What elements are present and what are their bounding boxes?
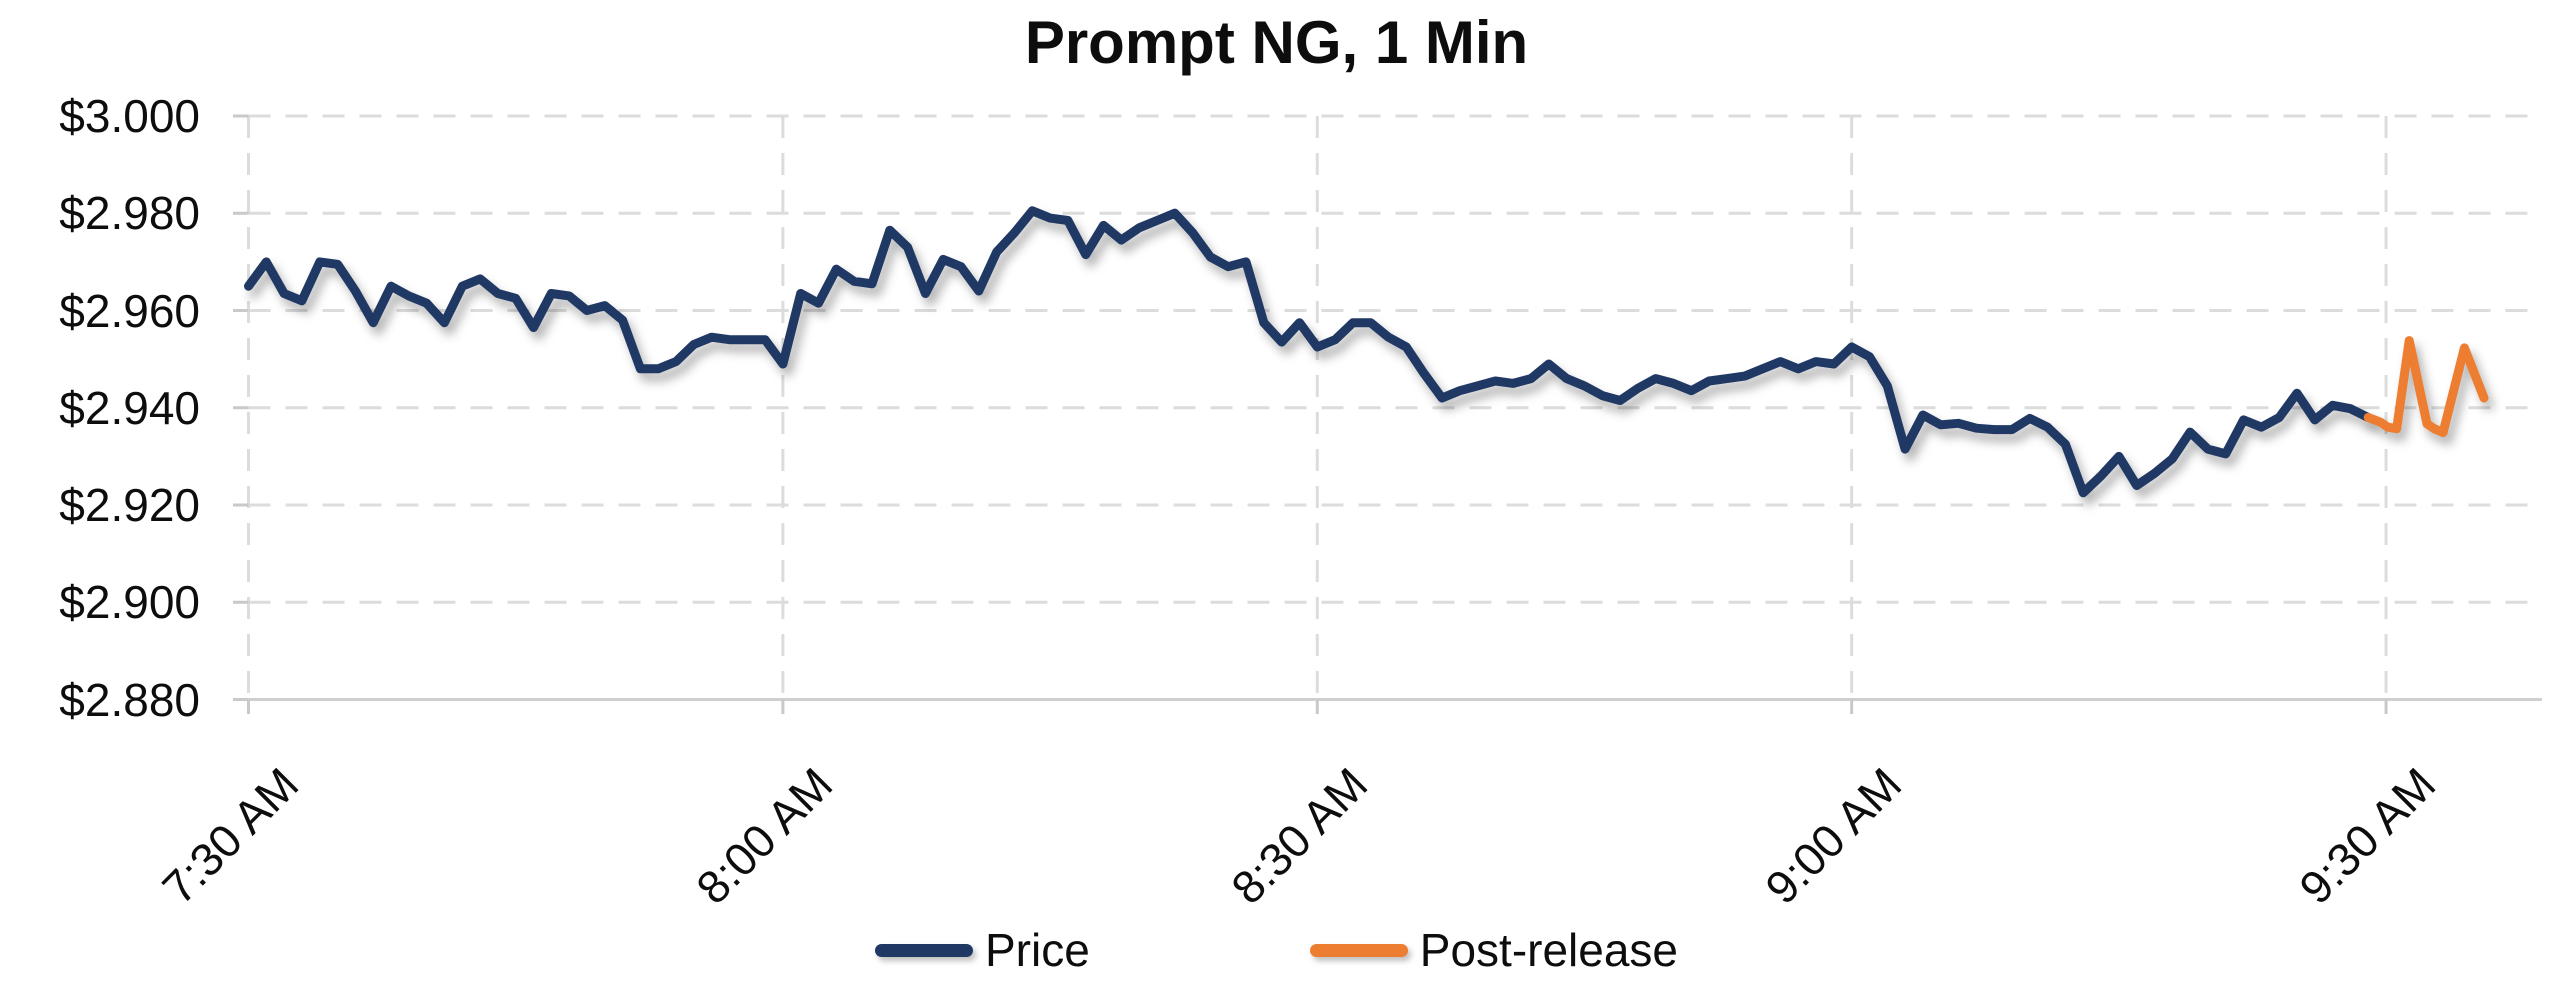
axis-ticks <box>233 114 2388 714</box>
legend-swatch-post-release-line <box>1309 943 1408 957</box>
legend-item-price: Price <box>874 920 1090 980</box>
y-axis-label: $2.920 <box>59 479 200 531</box>
post-release-line-series <box>2363 336 2489 437</box>
chart-title: Prompt NG, 1 Min <box>1024 9 1529 76</box>
y-axis-label: $2.960 <box>59 284 200 337</box>
y-axis-label: $2.940 <box>59 381 200 434</box>
legend: Price Post-release <box>0 920 2553 980</box>
y-axis-label: $3.000 <box>59 90 200 142</box>
price-line-series <box>244 206 2373 498</box>
y-axis-label: $2.980 <box>59 187 200 240</box>
legend-label-price: Price <box>984 924 1090 976</box>
y-axis-label: $2.900 <box>59 576 200 629</box>
legend-swatch-price-line <box>874 943 973 957</box>
legend-label-post-release: Post-release <box>1419 924 1679 976</box>
series-lines <box>244 206 2489 498</box>
legend-item-post-release: Post-release <box>1309 920 1679 980</box>
gridlines <box>247 114 2542 701</box>
y-axis-label: $2.880 <box>59 673 200 726</box>
